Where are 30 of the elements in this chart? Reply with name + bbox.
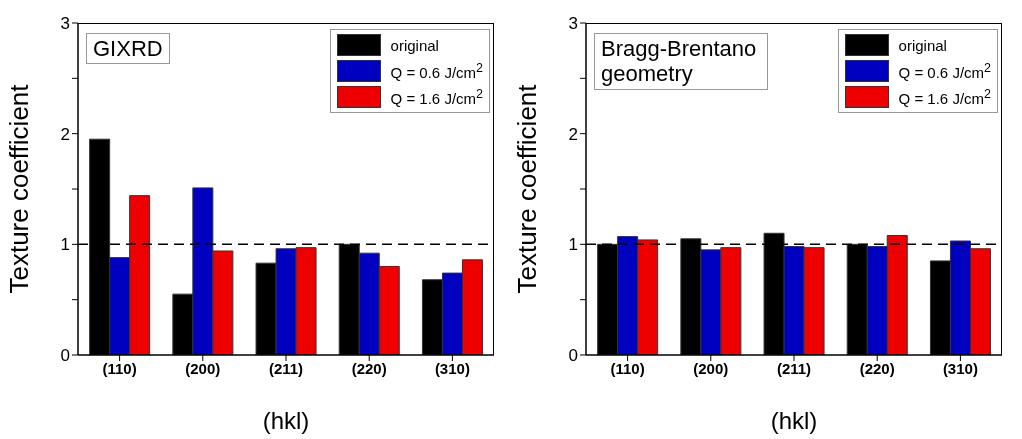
- y-tick-label: 1: [60, 235, 70, 255]
- annotation: Bragg-Brentano geometry: [594, 33, 768, 90]
- x-tick-label: (200): [185, 359, 221, 377]
- x-tick-label: (110): [610, 359, 645, 377]
- x-tick-label: (220): [351, 359, 387, 377]
- x-tick-label: (310): [434, 359, 470, 377]
- legend-label: Q = 0.6 J/cm$^{2}$: [898, 61, 991, 81]
- x-tick-label: (220): [859, 359, 895, 377]
- x-tick-label: (310): [942, 359, 978, 377]
- y-axis-title: Texture coefficient: [511, 84, 543, 294]
- y-tick-label: 0: [60, 346, 70, 366]
- y-tick-label: 2: [568, 124, 578, 144]
- x-axis-title: (hkl): [262, 407, 310, 434]
- legend-label: Q = 1.6 J/cm$^{2}$: [390, 87, 483, 107]
- x-tick-label: (200): [693, 359, 729, 377]
- x-tick-label: (211): [268, 359, 304, 377]
- legend-label: Q = 1.6 J/cm$^{2}$: [898, 87, 991, 107]
- y-tick-label: 3: [60, 14, 70, 34]
- x-axis-title: (hkl): [770, 407, 818, 434]
- y-tick-label: 2: [60, 124, 70, 144]
- legend-label: original: [390, 36, 439, 54]
- y-tick-label: 0: [568, 346, 578, 366]
- legend-label: original: [898, 36, 947, 54]
- y-tick-label: 1: [568, 235, 578, 255]
- legend-label: Q = 0.6 J/cm$^{2}$: [390, 61, 483, 81]
- y-tick-label: 3: [568, 14, 578, 34]
- x-tick-label: (110): [102, 359, 137, 377]
- annotation: GIXRD: [86, 33, 170, 65]
- y-axis-title: Texture coefficient: [3, 84, 35, 294]
- x-tick-label: (211): [776, 359, 812, 377]
